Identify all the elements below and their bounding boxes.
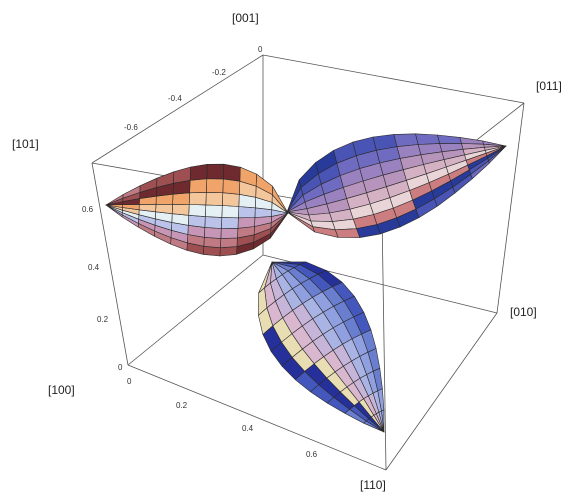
top-axis-tick-2: -0.4: [168, 94, 182, 103]
top-axis-tick-3: -0.6: [124, 123, 138, 132]
left-axis-tick-1: 0.4: [88, 263, 100, 272]
label-100: [100]: [48, 383, 75, 397]
lobe-101-mesh-face: [220, 237, 238, 248]
lobe-101-mesh-face: [188, 215, 206, 228]
label-001: [001]: [232, 11, 259, 25]
lobe-101-mesh-face: [188, 204, 207, 217]
lobe-101-mesh-face: [221, 217, 239, 229]
lobe-101-mesh-face: [171, 204, 190, 216]
left-axis: 0.6 0.4 0.2 0: [82, 205, 123, 372]
label-010: [010]: [510, 305, 537, 319]
left-axis-tick-0: 0.6: [82, 205, 94, 214]
bottom-axis-tick-3: 0.6: [306, 450, 318, 459]
lobe-101-mesh-face: [188, 192, 207, 206]
lobe-101-mesh-face: [189, 178, 208, 194]
lobe-101: [105, 163, 289, 257]
left-axis-tick-3: 0: [118, 363, 123, 372]
lobe-101-mesh-face: [220, 228, 239, 239]
lobe-101-mesh-face: [204, 216, 223, 229]
lobe-101-mesh-face: [223, 163, 241, 182]
top-axis: 0 -0.2 -0.4 -0.6: [124, 45, 263, 132]
top-axis-tick-0: 0: [258, 45, 263, 54]
top-axis-tick-1: -0.2: [212, 68, 226, 77]
lobe-101-mesh-face: [206, 178, 224, 193]
lobe-011-mesh-face: [334, 228, 361, 238]
bottom-axis-tick-1: 0.2: [176, 401, 188, 410]
lobe-101-mesh-face: [222, 178, 241, 195]
bottom-axis-tick-2: 0.4: [242, 424, 254, 433]
lobe-101-mesh-face: [203, 237, 222, 248]
label-110: [110]: [360, 478, 386, 492]
bottom-axis: 0 0.2 0.4 0.6: [127, 377, 318, 459]
lobe-011-mesh-face: [488, 145, 507, 164]
lobe-101-mesh-face: [237, 217, 256, 229]
lobe-011-mesh-face: [437, 134, 462, 144]
lobe-101-mesh-face: [238, 206, 256, 219]
label-101: [101]: [12, 137, 39, 151]
lobe-101-mesh-face: [222, 192, 240, 207]
lobe-011: [286, 133, 507, 238]
lobe-101-mesh-face: [221, 205, 240, 219]
lobe-101-mesh-face: [205, 204, 223, 218]
lobe-101-mesh-face: [155, 204, 173, 214]
lobe-101-mesh-face: [172, 192, 190, 205]
lobe-101-mesh-face: [105, 194, 124, 206]
lobe-110-mesh-face: [363, 420, 385, 433]
lobe-110: [258, 261, 385, 433]
lobe-101-mesh-face: [206, 163, 225, 180]
bottom-axis-tick-0: 0: [127, 377, 132, 386]
lobe-011-mesh-face: [415, 133, 441, 145]
label-011: [011]: [536, 79, 562, 93]
lobe-101-mesh-face: [189, 164, 208, 181]
left-axis-tick-2: 0.2: [97, 315, 109, 324]
lobe-011-mesh-face: [459, 137, 484, 145]
lobe-101-mesh-face: [173, 166, 191, 184]
lobe-101-mesh-face: [205, 192, 224, 206]
lobe-101-mesh-face: [219, 246, 238, 257]
lobe-101-mesh-face: [204, 227, 222, 239]
